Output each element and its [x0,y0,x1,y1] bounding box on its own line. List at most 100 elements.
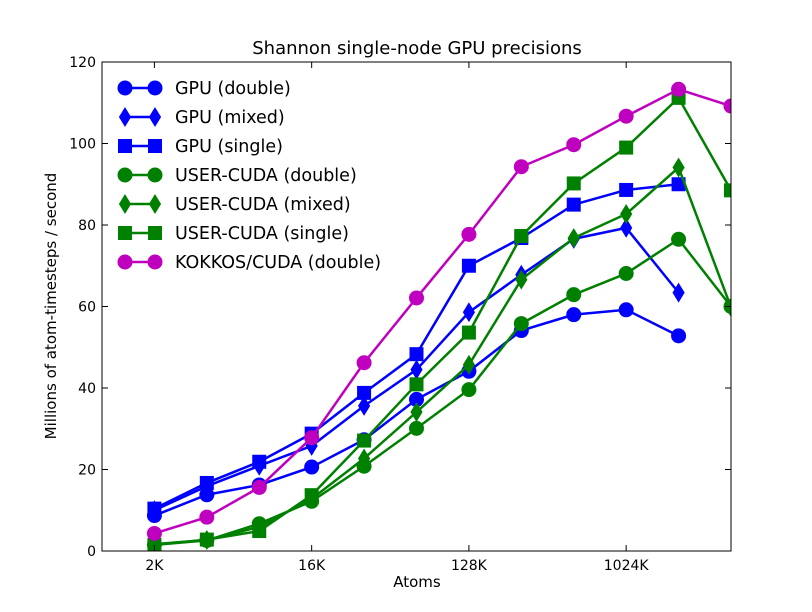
y-tick-label: 20 [78,463,96,479]
data-point [461,325,476,340]
data-point [462,302,476,323]
data-point [409,377,424,392]
series-line [154,87,731,535]
x-tick-label: 128K [451,558,488,574]
legend: GPU (double) GPU (mixed) GPU (single) USER-… [117,79,381,273]
data-point [252,454,267,469]
data-point [513,316,529,332]
chart-title: Shannon single-node GPU precisions [252,38,582,59]
data-point [514,229,529,244]
legend-marker [147,80,163,96]
data-point [567,228,580,248]
legend-label: USER-CUDA (double) [175,166,357,186]
legend-marker [147,254,163,270]
data-point [357,385,372,400]
series-line [154,165,731,546]
series-line [154,95,731,547]
legend-marker [118,194,132,214]
axes-frame [101,61,732,552]
data-point [147,501,162,516]
x-tick-label: 16K [298,558,326,574]
data-point [619,182,634,197]
x-axis-title: Atoms [393,573,441,591]
axis-ticks: 0 20 40 60 80 100 120 2K 16K 128K 1024K [69,55,731,574]
y-axis-title: Millions of atom-timesteps / second [42,173,60,440]
legend-item: GPU (single) [118,137,283,157]
series-kokkos-cuda-double [146,81,731,541]
data-point [304,459,320,475]
data-point [409,290,424,306]
data-point [618,302,634,318]
data-point [357,395,371,416]
data-point [357,433,372,448]
data-point [671,81,687,97]
data-point [620,204,633,224]
data-point [146,525,162,541]
data-point [672,157,685,178]
x-tick-label: 1024K [604,558,650,574]
legend-marker [118,226,132,240]
data-point [566,176,581,191]
legend-item: USER-CUDA (double) [117,166,357,186]
y-tick-label: 40 [78,381,96,397]
legend-marker [117,167,133,183]
legend-label: GPU (single) [175,137,283,157]
y-tick-label: 100 [69,137,96,153]
data-point [620,217,633,238]
data-point [671,328,687,344]
data-point [462,354,476,375]
legend-marker [148,107,162,127]
legend-item: USER-CUDA (mixed) [118,194,351,215]
legend-marker [148,226,162,240]
data-point [461,258,476,273]
data-point [723,98,731,114]
data-point [513,159,529,175]
legend-item: KOKKOS/CUDA (double) [117,253,381,273]
legend-marker [148,139,162,153]
data-point [251,479,267,495]
data-point [672,282,685,303]
data-point [515,269,528,290]
series-group [146,81,731,551]
series-user-cuda-double [146,231,731,551]
y-tick-label: 120 [69,55,96,71]
data-point [724,183,731,198]
y-tick-label: 60 [78,300,96,316]
data-point [356,355,372,371]
data-point [671,231,687,247]
data-point [618,108,634,124]
data-point [566,287,582,303]
y-tick-label: 0 [87,544,96,560]
data-point [199,532,214,547]
legend-marker [147,167,163,183]
legend-marker [117,80,133,96]
legend-marker [117,254,133,270]
data-point [410,359,423,380]
data-point [357,448,371,469]
data-point [461,226,477,242]
data-point [566,137,582,153]
legend-marker [118,139,132,153]
data-point [409,420,424,436]
data-point [618,265,634,281]
legend-marker [148,194,162,214]
data-point [409,347,424,362]
y-tick-label: 80 [78,218,96,234]
plot-area [101,61,732,552]
data-point [199,509,215,525]
legend-item: GPU (double) [117,79,291,99]
x-tick-label: 2K [145,558,164,574]
series-user-cuda-mixed [148,157,731,551]
data-point [566,307,582,323]
data-point [410,402,423,423]
legend-label: GPU (double) [175,79,291,99]
legend-label: USER-CUDA (single) [175,224,349,244]
data-point [461,382,477,398]
data-point [619,140,634,155]
series-line [154,237,731,547]
legend-label: KOKKOS/CUDA (double) [175,253,381,273]
data-point [724,297,731,318]
legend-label: USER-CUDA (mixed) [175,195,351,215]
data-point [304,430,320,446]
